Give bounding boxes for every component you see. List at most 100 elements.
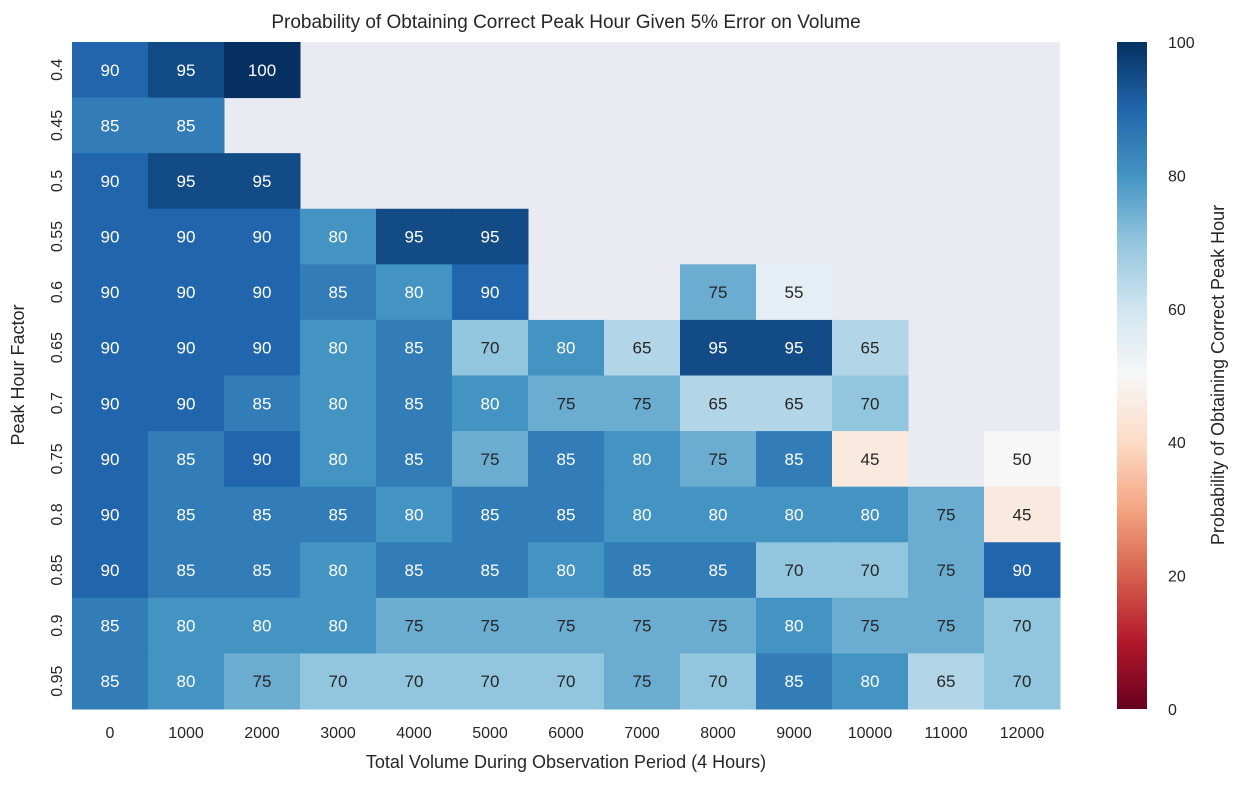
colorbar-tick-label: 40 (1168, 435, 1186, 452)
cell-value-label: 90 (253, 339, 272, 358)
heatmap-cell (756, 264, 833, 321)
heatmap-cell (72, 486, 149, 543)
heatmap-cell (832, 486, 909, 543)
heatmap-cell (528, 431, 605, 488)
x-tick-label: 0 (106, 725, 115, 742)
cell-value-label: 95 (405, 228, 424, 247)
heatmap-cell (376, 431, 453, 488)
heatmap-cell (452, 542, 529, 599)
heatmap-cell (452, 264, 529, 321)
cell-value-label: 80 (405, 283, 424, 302)
cell-value-label: 90 (101, 505, 120, 524)
heatmap-cell (452, 597, 529, 654)
heatmap-cell (224, 42, 301, 99)
cell-value-label: 65 (937, 672, 956, 691)
x-tick-label: 11000 (924, 725, 967, 742)
heatmap-cell (148, 264, 225, 321)
heatmap-cell (376, 319, 453, 376)
cell-value-label: 75 (709, 617, 728, 636)
cell-value-label: 70 (709, 672, 728, 691)
heatmap-cell (680, 431, 757, 488)
heatmap-cell (756, 319, 833, 376)
cell-value-label: 80 (177, 617, 196, 636)
cell-value-label: 75 (253, 672, 272, 691)
heatmap-cell (680, 264, 757, 321)
cell-value-label: 90 (101, 339, 120, 358)
heatmap-cell (756, 431, 833, 488)
heatmap-cell (604, 375, 681, 432)
y-axis-label: Peak Hour Factor (8, 304, 28, 445)
heatmap-cell (72, 42, 149, 99)
heatmap-cell (72, 431, 149, 488)
cell-value-label: 85 (177, 116, 196, 135)
cell-value-label: 90 (253, 283, 272, 302)
cell-value-label: 70 (481, 339, 500, 358)
x-tick-label: 7000 (624, 725, 660, 742)
cell-value-label: 80 (633, 505, 652, 524)
cell-value-label: 80 (785, 617, 804, 636)
cell-value-label: 80 (177, 672, 196, 691)
cell-value-label: 90 (101, 450, 120, 469)
heatmap-cell (604, 486, 681, 543)
heatmap-cell (528, 542, 605, 599)
cell-value-label: 80 (253, 617, 272, 636)
heatmap-cell (984, 486, 1061, 543)
cell-value-label: 85 (101, 617, 120, 636)
cell-value-label: 90 (253, 228, 272, 247)
heatmap-cell (984, 597, 1061, 654)
cell-value-label: 65 (861, 339, 880, 358)
heatmap-cell (908, 597, 985, 654)
cell-value-label: 75 (633, 394, 652, 413)
heatmap-cell (680, 319, 757, 376)
heatmap-cell (832, 375, 909, 432)
heatmap-cell (72, 208, 149, 265)
x-tick-label: 10000 (848, 725, 893, 742)
cell-value-label: 70 (329, 672, 348, 691)
x-tick-label: 6000 (548, 725, 584, 742)
heatmap-cell (224, 653, 301, 710)
heatmap-cell (148, 486, 225, 543)
cell-value-label: 90 (177, 339, 196, 358)
cell-value-label: 75 (481, 450, 500, 469)
cell-value-label: 90 (177, 394, 196, 413)
x-tick-label: 5000 (472, 725, 508, 742)
x-tick-label: 4000 (396, 725, 432, 742)
colorbar-tick-label: 100 (1168, 35, 1195, 52)
cell-value-label: 85 (481, 505, 500, 524)
heatmap-cell (224, 542, 301, 599)
heatmap-cell (756, 375, 833, 432)
heatmap-cell (148, 153, 225, 210)
x-tick-label: 9000 (776, 725, 812, 742)
cell-value-label: 85 (405, 339, 424, 358)
cell-value-label: 85 (405, 561, 424, 580)
cell-value-label: 80 (557, 561, 576, 580)
cell-value-label: 85 (633, 561, 652, 580)
heatmap-cell (376, 264, 453, 321)
cell-value-label: 45 (861, 450, 880, 469)
cell-value-label: 85 (329, 505, 348, 524)
cell-value-label: 85 (785, 450, 804, 469)
cell-value-label: 65 (633, 339, 652, 358)
colorbar-label: Probability of Obtaining Correct Peak Ho… (1208, 205, 1228, 545)
cell-value-label: 90 (101, 228, 120, 247)
cell-value-label: 75 (481, 617, 500, 636)
heatmap-cell (756, 597, 833, 654)
heatmap-cell (832, 653, 909, 710)
heatmap-cell (832, 431, 909, 488)
x-tick-label: 2000 (244, 725, 280, 742)
heatmap-cell (984, 431, 1061, 488)
heatmap-cell (756, 653, 833, 710)
cell-value-label: 75 (405, 617, 424, 636)
heatmap-cell (604, 431, 681, 488)
heatmap-cell (224, 597, 301, 654)
x-tick-labels: 0 1000 2000 3000 4000 5000 6000 7000 8000 9000 100… (106, 725, 1045, 742)
heatmap-cell (148, 597, 225, 654)
heatmap-cell (300, 542, 377, 599)
y-tick-label: 0.6 (49, 281, 66, 303)
cell-value-label: 90 (177, 228, 196, 247)
heatmap-cell (72, 653, 149, 710)
heatmap-cell (756, 542, 833, 599)
x-tick-label: 1000 (168, 725, 204, 742)
cell-value-label: 65 (709, 394, 728, 413)
heatmap-cells: 90 95 100 85 85 90 95 95 90 90 90 80 95 95 90 90 90 85 80 9… (72, 42, 1061, 710)
